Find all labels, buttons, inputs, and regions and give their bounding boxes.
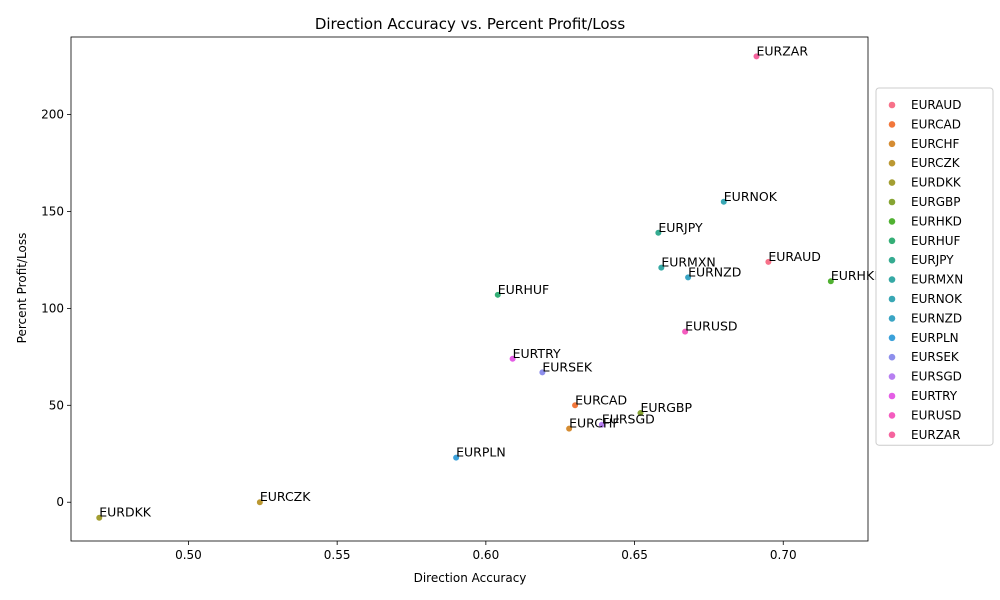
legend-box	[875, 87, 994, 446]
x-tick-label: 0.65	[621, 548, 648, 562]
data-point-eurdkk	[95, 514, 103, 522]
data-label-eurpln: EURPLN	[456, 445, 506, 460]
legend-entry-eurnok: EURNOK	[911, 292, 963, 306]
data-label-eurnok: EURNOK	[724, 189, 778, 204]
legend-marker-eurgbp	[888, 198, 896, 206]
legend-marker-eurjpy	[888, 256, 896, 264]
legend-marker-euraud	[888, 101, 896, 109]
legend-entry-eurusd: EURUSD	[911, 408, 961, 422]
data-point-eursgd	[598, 421, 606, 429]
data-point-eurpln	[452, 454, 460, 462]
plot-frame	[70, 36, 869, 542]
legend-marker-eurhkd	[888, 218, 896, 225]
data-label-eurzar: EURZAR	[756, 43, 808, 58]
data-point-eurhuf	[494, 291, 502, 299]
legend-marker-eurnzd	[888, 315, 896, 322]
legend-marker-eurmxn	[888, 276, 896, 283]
y-tick-label: 150	[41, 204, 64, 218]
data-point-eurjpy	[654, 229, 662, 237]
legend-marker-eursgd	[888, 373, 896, 380]
legend-entry-eurzar: EURZAR	[911, 428, 960, 442]
legend-marker-eurtry	[888, 392, 896, 400]
legend-entry-eurdkk: EURDKK	[911, 176, 962, 190]
data-label-eurhkd: EURHKD	[831, 268, 884, 283]
data-point-eurusd	[681, 328, 689, 336]
data-point-eurmxn	[657, 264, 665, 272]
data-point-euraud	[764, 258, 772, 266]
legend-entry-eurhuf: EURHUF	[911, 234, 961, 248]
legend-marker-eurzar	[888, 431, 896, 439]
data-label-eurusd: EURUSD	[685, 319, 737, 334]
data-label-eurjpy: EURJPY	[658, 220, 703, 235]
y-tick-label: 0	[56, 495, 64, 509]
data-point-eurgbp	[636, 409, 645, 417]
legend-entry-eursek: EURSEK	[911, 350, 960, 364]
data-label-eurdkk: EURDKK	[99, 505, 152, 520]
legend-marker-eurdkk	[888, 179, 896, 186]
data-point-eurtry	[509, 355, 517, 363]
x-tick-label: 0.50	[175, 548, 202, 562]
data-label-eurmxn: EURMXN	[661, 255, 715, 270]
data-label-eurhuf: EURHUF	[498, 282, 549, 297]
data-point-eurcad	[571, 401, 579, 409]
x-axis-ticks: 0.50 0.55 0.60 0.65 0.70	[175, 541, 797, 562]
data-point-eurhkd	[827, 277, 835, 285]
data-point-eurczk	[256, 498, 264, 506]
x-tick-label: 0.55	[324, 548, 351, 562]
y-axis-label: Percent Profit/Loss	[15, 233, 29, 344]
x-axis-label: Direction Accuracy	[414, 571, 527, 585]
data-point-eursek	[538, 368, 546, 376]
data-label-eurcad: EURCAD	[575, 392, 627, 407]
legend-entry-eursgd: EURSGD	[911, 370, 962, 384]
legend-marker-eurchf	[888, 140, 896, 148]
plot-area	[70, 36, 869, 542]
y-tick-label: 50	[49, 398, 64, 412]
data-label-eursgd: EURSGD	[602, 412, 655, 427]
data-label-eurtry: EURTRY	[513, 346, 561, 361]
legend-entry-eurchf: EURCHF	[911, 137, 960, 151]
legend-entry-eurhkd: EURHKD	[911, 214, 962, 228]
legend-marker-eurcad	[888, 121, 896, 128]
legend: EURAUD EURCAD EURCHF EURCZK EURDKK EURGBP EURH…	[875, 87, 994, 446]
data-label-eurchf: EURCHF	[569, 416, 619, 431]
legend-marker-eurpln	[888, 334, 896, 342]
y-tick-label: 200	[41, 108, 64, 122]
data-point-eurchf	[565, 424, 573, 433]
chart-title: Direction Accuracy vs. Percent Profit/Lo…	[315, 15, 625, 33]
legend-entry-eurpln: EURPLN	[911, 331, 959, 345]
data-label-eursek: EURSEK	[542, 359, 593, 374]
x-tick-label: 0.70	[770, 548, 797, 562]
legend-entry-eurjpy: EURJPY	[911, 253, 954, 267]
legend-marker-eurhuf	[888, 237, 896, 245]
legend-entry-eurcad: EURCAD	[911, 117, 961, 131]
legend-entry-euraud: EURAUD	[911, 98, 961, 112]
data-points	[95, 52, 835, 522]
legend-entry-eurczk: EURCZK	[911, 156, 961, 170]
data-point-labels: EURAUD EURCAD EURCHF EURCZK EURDKK EURGBP EURH…	[99, 43, 884, 519]
legend-marker-eurczk	[888, 159, 896, 167]
data-label-eurnzd: EURNZD	[688, 264, 741, 279]
data-label-eurczk: EURCZK	[260, 489, 311, 504]
legend-marker-eursek	[888, 353, 896, 361]
legend-marker-eurnok	[888, 295, 896, 303]
data-point-eurnzd	[684, 273, 692, 281]
x-tick-label: 0.60	[472, 548, 499, 562]
data-point-eurzar	[752, 52, 761, 60]
y-axis-ticks: 0 50 100 150 200	[41, 108, 71, 509]
data-label-euraud: EURAUD	[768, 249, 821, 264]
legend-entry-eurnzd: EURNZD	[911, 311, 962, 325]
data-point-eurnok	[720, 198, 728, 206]
legend-entry-eurgbp: EURGBP	[911, 195, 960, 209]
data-label-eurgbp: EURGBP	[640, 400, 692, 415]
legend-entry-eurmxn: EURMXN	[911, 273, 963, 287]
y-tick-label: 100	[41, 301, 64, 315]
legend-entry-eurtry: EURTRY	[911, 389, 958, 403]
legend-marker-eurusd	[888, 412, 896, 419]
